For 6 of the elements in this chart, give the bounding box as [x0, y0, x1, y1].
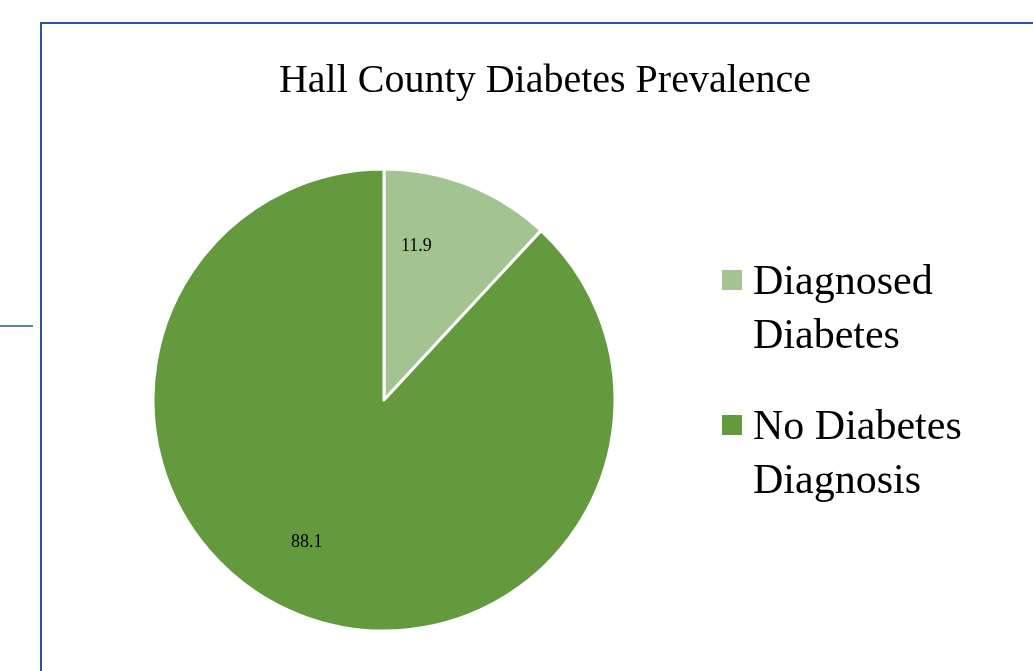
- data-label: 11.9: [400, 234, 432, 255]
- legend-label: No Diabetes Diagnosis: [753, 402, 962, 502]
- data-label: 88.1: [290, 531, 323, 552]
- chart-title: Hall County Diabetes Prevalence: [278, 56, 812, 101]
- legend-label: Diagnosed Diabetes: [753, 257, 933, 357]
- pie-slice: [151, 167, 617, 633]
